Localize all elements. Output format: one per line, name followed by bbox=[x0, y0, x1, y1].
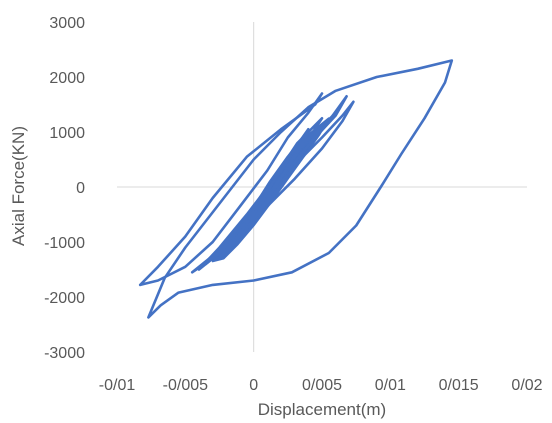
y-tick-label: -1000 bbox=[44, 235, 85, 252]
x-tick-label: -0/01 bbox=[99, 377, 136, 394]
x-tick-label: 0 bbox=[249, 377, 258, 394]
y-axis-title: Axial Force(KN) bbox=[9, 126, 28, 246]
x-tick-label: 0/02 bbox=[511, 377, 542, 394]
y-tick-label: 2000 bbox=[49, 70, 85, 87]
x-tick-label: 0/015 bbox=[439, 377, 479, 394]
y-tick-label: 0 bbox=[76, 180, 85, 197]
y-tick-label: 1000 bbox=[49, 125, 85, 142]
x-tick-label: 0/005 bbox=[302, 377, 342, 394]
series-line-8 bbox=[227, 127, 310, 247]
x-tick-label: 0/01 bbox=[375, 377, 406, 394]
y-tick-labels: -3000 -2000 -1000 0 1000 2000 3000 bbox=[44, 15, 85, 362]
plot-area bbox=[138, 59, 454, 319]
series-line-1 bbox=[147, 59, 454, 319]
y-tick-label: -2000 bbox=[44, 290, 85, 307]
x-tick-labels: -0/01 -0/005 0 0/005 0/01 0/015 0/02 bbox=[99, 377, 543, 394]
x-tick-label: -0/005 bbox=[163, 377, 208, 394]
y-tick-label: -3000 bbox=[44, 345, 85, 362]
x-axis-title: Displacement(m) bbox=[258, 400, 386, 419]
series-line-2 bbox=[138, 92, 324, 287]
series-line-9 bbox=[231, 133, 307, 244]
axes bbox=[117, 22, 527, 352]
y-tick-label: 3000 bbox=[49, 15, 85, 32]
